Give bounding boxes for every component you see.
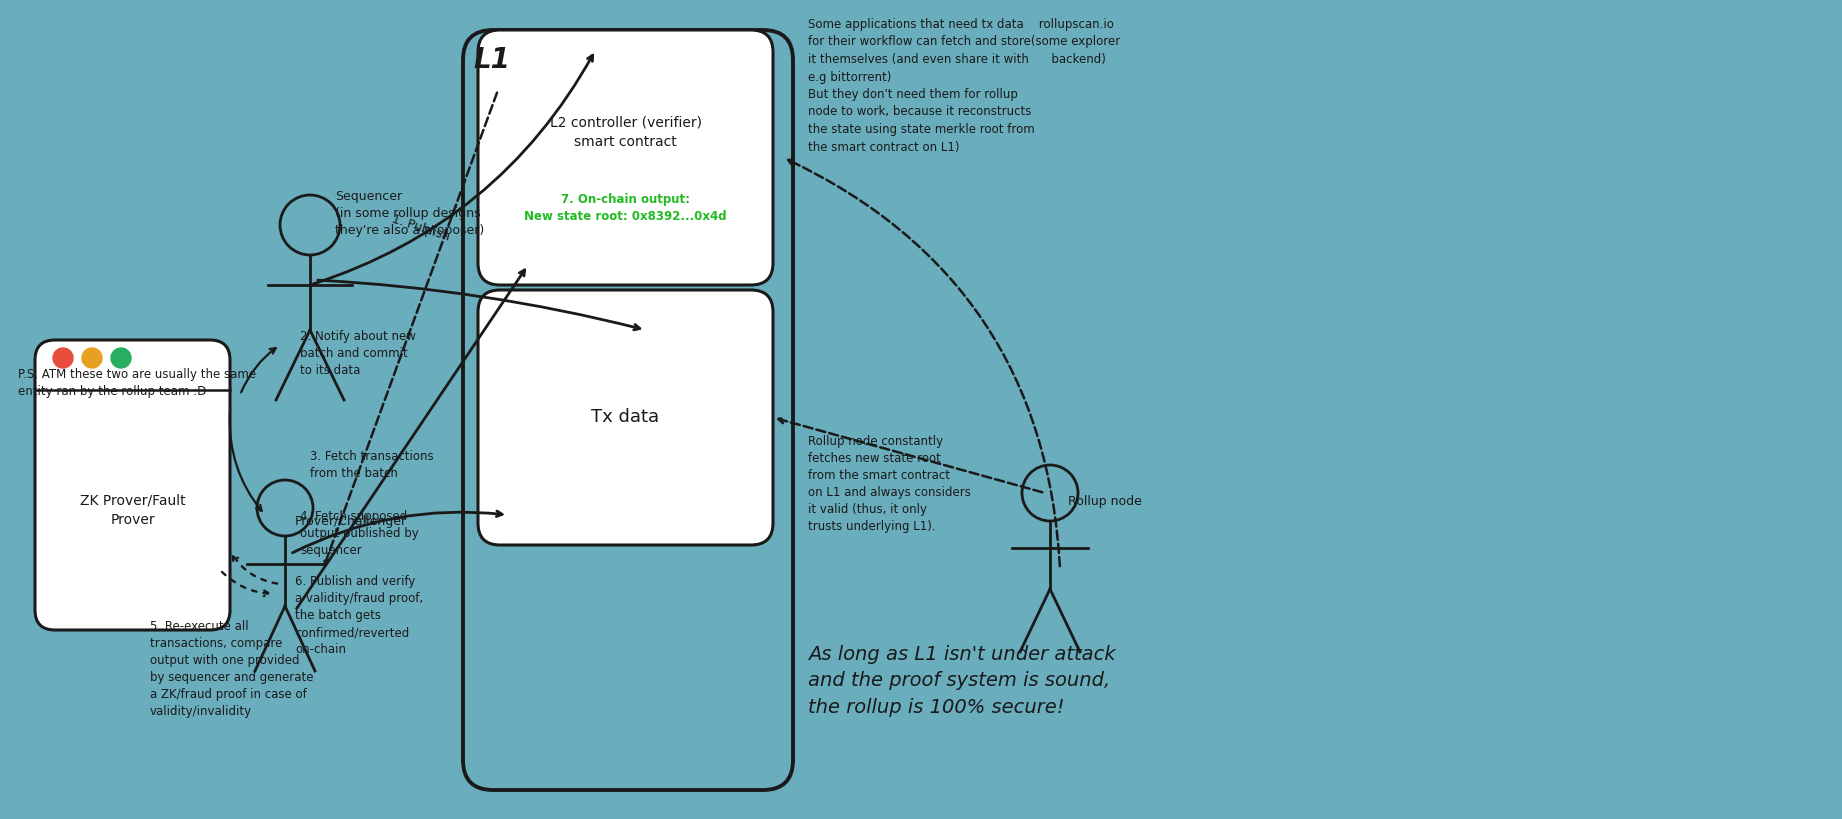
Text: P.S. ATM these two are usually the same
entity ran by the rollup team :D: P.S. ATM these two are usually the same … xyxy=(18,368,256,398)
Text: 2. Notify about new
batch and commit
to its data: 2. Notify about new batch and commit to … xyxy=(300,330,416,377)
Text: ZK Prover/Fault
Prover: ZK Prover/Fault Prover xyxy=(79,493,186,527)
Text: 5. Re-execute all
transactions, compare
output with one provided
by sequencer an: 5. Re-execute all transactions, compare … xyxy=(149,620,313,718)
Text: Rollup node: Rollup node xyxy=(1068,495,1142,508)
Text: Sequencer
(in some rollup designs
they're also a proposer): Sequencer (in some rollup designs they'r… xyxy=(335,190,484,237)
Text: Tx data: Tx data xyxy=(591,409,659,427)
Text: 6. Publish and verify
a validity/fraud proof,
the batch gets
confirmed/reverted
: 6. Publish and verify a validity/fraud p… xyxy=(295,575,424,656)
FancyBboxPatch shape xyxy=(479,290,774,545)
Text: 7. On-chain output:
New state root: 0x8392...0x4d: 7. On-chain output: New state root: 0x83… xyxy=(525,192,728,223)
Text: 1. Publish: 1. Publish xyxy=(391,212,451,243)
Circle shape xyxy=(83,348,101,368)
Text: 3. Fetch transactions
from the batch: 3. Fetch transactions from the batch xyxy=(309,450,433,480)
Text: Prover/Challenger: Prover/Challenger xyxy=(295,515,407,528)
Text: Some applications that need tx data    rollupscan.io
for their workflow can fetc: Some applications that need tx data roll… xyxy=(809,18,1120,153)
Text: Rollup node constantly
fetches new state root
from the smart contract
on L1 and : Rollup node constantly fetches new state… xyxy=(809,435,971,533)
Text: L2 controller (verifier)
smart contract: L2 controller (verifier) smart contract xyxy=(549,115,702,149)
Text: 4. Fetch supposed
output published by
sequencer: 4. Fetch supposed output published by se… xyxy=(300,510,418,557)
Circle shape xyxy=(111,348,131,368)
FancyBboxPatch shape xyxy=(35,340,230,630)
Text: As long as L1 isn't under attack
and the proof system is sound,
the rollup is 10: As long as L1 isn't under attack and the… xyxy=(809,645,1116,717)
FancyBboxPatch shape xyxy=(462,30,794,790)
FancyBboxPatch shape xyxy=(479,30,774,285)
Circle shape xyxy=(53,348,74,368)
Text: L1: L1 xyxy=(473,46,510,74)
